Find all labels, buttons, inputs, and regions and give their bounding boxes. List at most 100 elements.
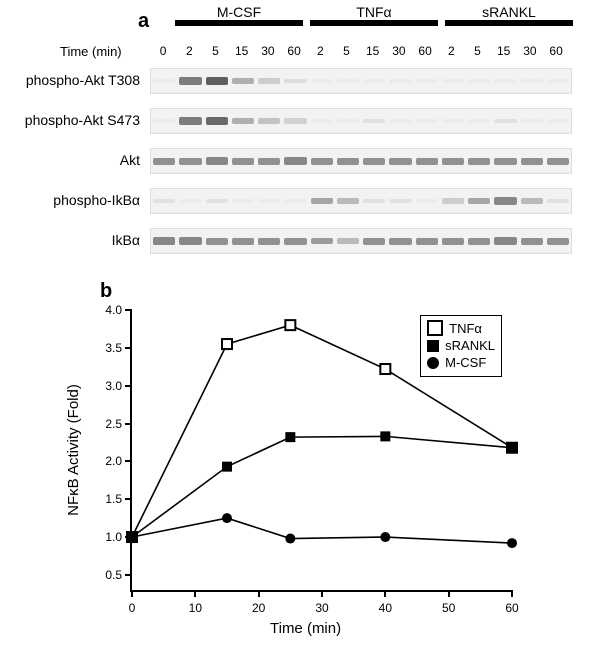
time-axis-label: Time (min) [60,44,122,59]
blot-band [206,238,228,245]
timepoint-label: 30 [386,44,412,58]
x-tick [511,590,513,597]
timepoint-label: 0 [150,44,176,58]
blot-band [206,199,228,204]
blot-band [258,158,280,165]
blot-band [153,158,175,165]
series-marker [222,513,232,523]
y-tick-label: 1.5 [87,492,122,506]
timepoint-label: 60 [281,44,307,58]
y-tick [125,423,132,425]
legend-label: M-CSF [445,355,486,370]
blot-band [521,119,543,123]
timepoint-label: 15 [360,44,386,58]
treatment-bar [445,20,573,26]
blot-row [150,68,572,94]
blot-band [337,79,359,83]
legend: TNFαsRANKLM-CSF [420,315,502,377]
legend-row: TNFα [427,320,495,336]
x-tick-label: 20 [252,601,265,615]
x-tick [448,590,450,597]
blot-band [337,158,359,165]
timepoint-label: 2 [307,44,333,58]
blot-band [442,119,464,123]
blot-band [258,118,280,124]
blot-band [389,119,411,123]
blot-band [468,119,490,123]
x-tick-label: 50 [442,601,455,615]
blot-band [153,237,175,244]
blot-band [468,238,490,245]
blot-band [337,238,359,244]
legend-marker-icon [427,340,439,352]
series-marker [380,364,390,374]
timepoint-label: 60 [543,44,569,58]
blot-band [153,119,175,123]
y-tick-label: 3.0 [87,379,122,393]
y-tick [125,498,132,500]
y-tick-label: 3.5 [87,341,122,355]
timepoint-label: 30 [517,44,543,58]
blot-band [179,117,201,125]
blot-band [232,118,254,124]
blot-row [150,188,572,214]
series-line [132,518,512,543]
treatment-label: TNFα [310,4,438,20]
blot-band [232,199,254,203]
treatment-label: M-CSF [175,4,303,20]
series-marker [222,462,232,472]
blot-band [284,238,306,245]
blot-band [206,77,228,86]
blot-band [284,79,306,84]
legend-label: TNFα [449,321,482,336]
blot-band [547,119,569,123]
blot-band [363,199,385,204]
x-tick [131,590,133,597]
treatment-label: sRANKL [445,4,573,20]
blot-band [284,157,306,164]
series-marker [127,532,137,542]
blot-band [363,158,385,165]
blot-band [494,237,516,244]
x-tick-label: 0 [129,601,136,615]
x-tick [384,590,386,597]
y-tick [125,574,132,576]
blot-band [389,158,411,165]
blot-band [179,199,201,203]
x-tick [194,590,196,597]
blot-band [258,199,280,203]
y-tick [125,385,132,387]
blot-band [416,119,438,123]
y-tick-label: 1.0 [87,530,122,544]
blot-band [416,199,438,203]
y-tick [125,309,132,311]
timepoint-label: 60 [412,44,438,58]
blot-band [442,198,464,203]
series-marker [285,534,295,544]
blot-band [389,238,411,245]
legend-row: M-CSF [427,355,495,370]
blot-band [363,238,385,245]
series-marker [380,532,390,542]
panel-b: b NFκB Activity (Fold) Time (min) 4.03.5… [10,280,580,650]
series-marker [285,320,295,330]
blot-band [494,79,516,83]
timepoint-label: 5 [202,44,228,58]
blot-band [153,199,175,204]
blot-band [389,199,411,204]
blot-band [468,198,490,204]
blot-band [179,237,201,244]
blot-row [150,228,572,254]
panel-a-label: a [138,10,149,33]
treatment-bar [175,20,303,26]
treatment-bar [310,20,438,26]
blot-band [442,238,464,245]
series-marker [507,443,517,453]
blot-band [337,198,359,204]
legend-marker-icon [427,320,443,336]
y-tick-label: 2.0 [87,454,122,468]
timepoint-label: 15 [491,44,517,58]
timepoint-label: 5 [333,44,359,58]
y-tick [125,347,132,349]
timepoint-label: 15 [229,44,255,58]
